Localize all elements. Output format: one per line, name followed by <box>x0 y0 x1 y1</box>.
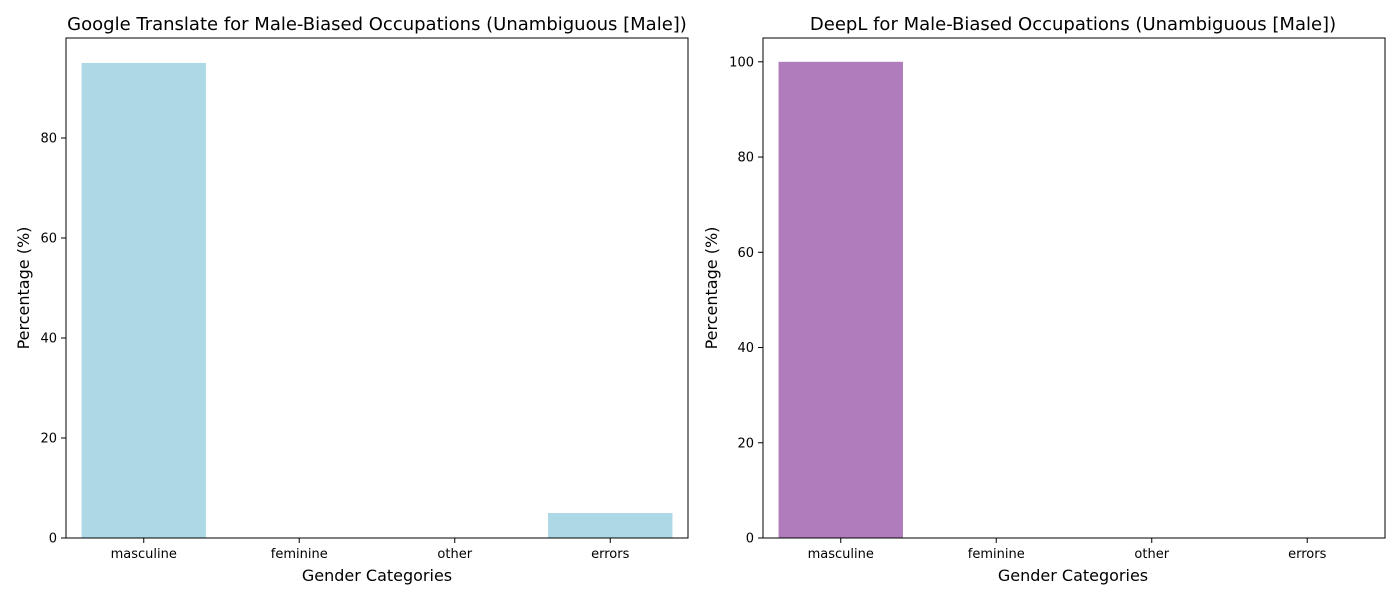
x-tick-label: masculine <box>808 547 874 562</box>
y-tick-label: 100 <box>729 55 754 70</box>
x-tick-label: errors <box>591 547 629 562</box>
y-ticks: 0 20 40 60 80 <box>40 132 66 547</box>
bars <box>778 61 903 539</box>
y-tick-label: 80 <box>40 132 57 147</box>
bars <box>81 63 673 538</box>
y-tick-label: 0 <box>746 532 754 547</box>
x-ticks: masculine feminine other errors <box>808 538 1327 562</box>
x-ticks: masculine feminine other errors <box>111 538 630 562</box>
x-tick-label: feminine <box>968 547 1025 562</box>
x-tick-label: feminine <box>271 547 328 562</box>
y-tick-label: 40 <box>40 332 57 347</box>
chart-google-translate: Google Translate for Male-Biased Occupat… <box>14 14 689 585</box>
y-axis-label: Percentage (%) <box>702 227 721 350</box>
x-axis-label: Gender Categories <box>998 566 1148 585</box>
y-tick-label: 60 <box>737 246 754 261</box>
chart-deepl: DeepL for Male-Biased Occupations (Unamb… <box>702 14 1386 585</box>
x-tick-label: other <box>437 547 472 562</box>
x-tick-label: errors <box>1288 547 1326 562</box>
y-tick-label: 80 <box>737 151 754 166</box>
y-tick-label: 40 <box>737 341 754 356</box>
x-tick-label: masculine <box>111 547 177 562</box>
bar-masculine <box>778 61 903 539</box>
y-axis-label: Percentage (%) <box>14 227 33 350</box>
plot-frame <box>65 37 689 539</box>
y-ticks: 0 20 40 60 80 100 <box>729 55 763 547</box>
y-tick-label: 60 <box>40 232 57 247</box>
bar-errors <box>548 513 673 538</box>
chart-title: DeepL for Male-Biased Occupations (Unamb… <box>810 14 1336 35</box>
bar-masculine <box>81 63 206 538</box>
y-tick-label: 0 <box>49 532 57 547</box>
plot-frame <box>762 37 1386 539</box>
y-tick-label: 20 <box>737 436 754 451</box>
x-axis-label: Gender Categories <box>302 566 452 585</box>
chart-title: Google Translate for Male-Biased Occupat… <box>67 14 687 35</box>
y-tick-label: 20 <box>40 432 57 447</box>
x-tick-label: other <box>1134 547 1169 562</box>
